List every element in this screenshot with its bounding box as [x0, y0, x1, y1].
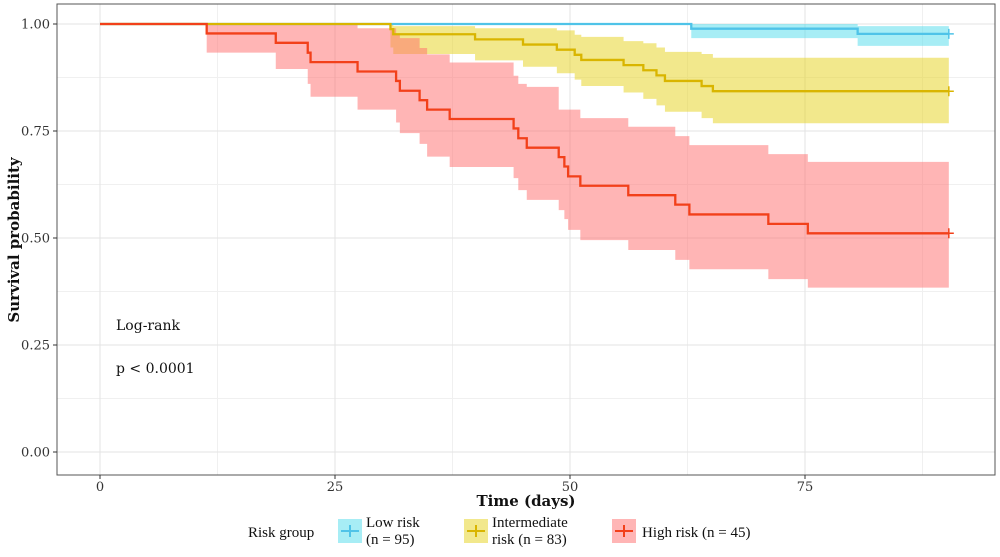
x-tick-label: 0 [96, 480, 104, 495]
x-axis-title: Time (days) [476, 492, 575, 510]
confidence-bands [100, 24, 949, 288]
y-tick-label: 0.50 [21, 232, 50, 247]
legend-label: High risk (n = 45) [642, 525, 750, 541]
legend-label: risk (n = 83) [492, 532, 567, 548]
annotation-logrank: Log-rank [116, 318, 180, 334]
legend-label: Intermediate [492, 515, 568, 531]
confidence-band-1 [100, 24, 949, 124]
y-axis: 0.00 0.25 0.50 0.75 1.00 [21, 18, 57, 461]
panel-border [56, 3, 996, 476]
survival-curve-1 [100, 22, 949, 93]
legend-label: (n = 95) [366, 532, 414, 548]
x-tick-label: 50 [562, 480, 579, 495]
legend: Risk group Low risk(n = 95) Intermediater… [248, 515, 750, 548]
y-tick-label: 0.00 [21, 446, 50, 461]
survival-curve-2 [100, 22, 949, 235]
survival-curves [100, 22, 954, 239]
legend-key-icon [341, 525, 359, 537]
censor-mark [943, 228, 954, 239]
x-tick-label: 25 [327, 480, 344, 495]
y-tick-label: 0.25 [21, 339, 50, 354]
legend-title: Risk group [248, 525, 314, 541]
y-tick-label: 0.75 [21, 125, 50, 140]
annotation-pvalue: p < 0.0001 [116, 361, 195, 377]
legend-key-icon [615, 525, 633, 537]
x-tick-label: 75 [797, 480, 814, 495]
censor-mark [943, 86, 954, 97]
censor-mark [943, 28, 954, 39]
y-tick-label: 1.00 [21, 18, 50, 33]
legend-label: Low risk [366, 515, 420, 531]
legend-key-icon [467, 525, 485, 537]
confidence-band-2 [100, 24, 949, 288]
x-axis: 0 25 50 75 [96, 475, 813, 495]
y-axis-title: Survival probability [5, 156, 23, 323]
survival-curve-0 [100, 22, 949, 35]
